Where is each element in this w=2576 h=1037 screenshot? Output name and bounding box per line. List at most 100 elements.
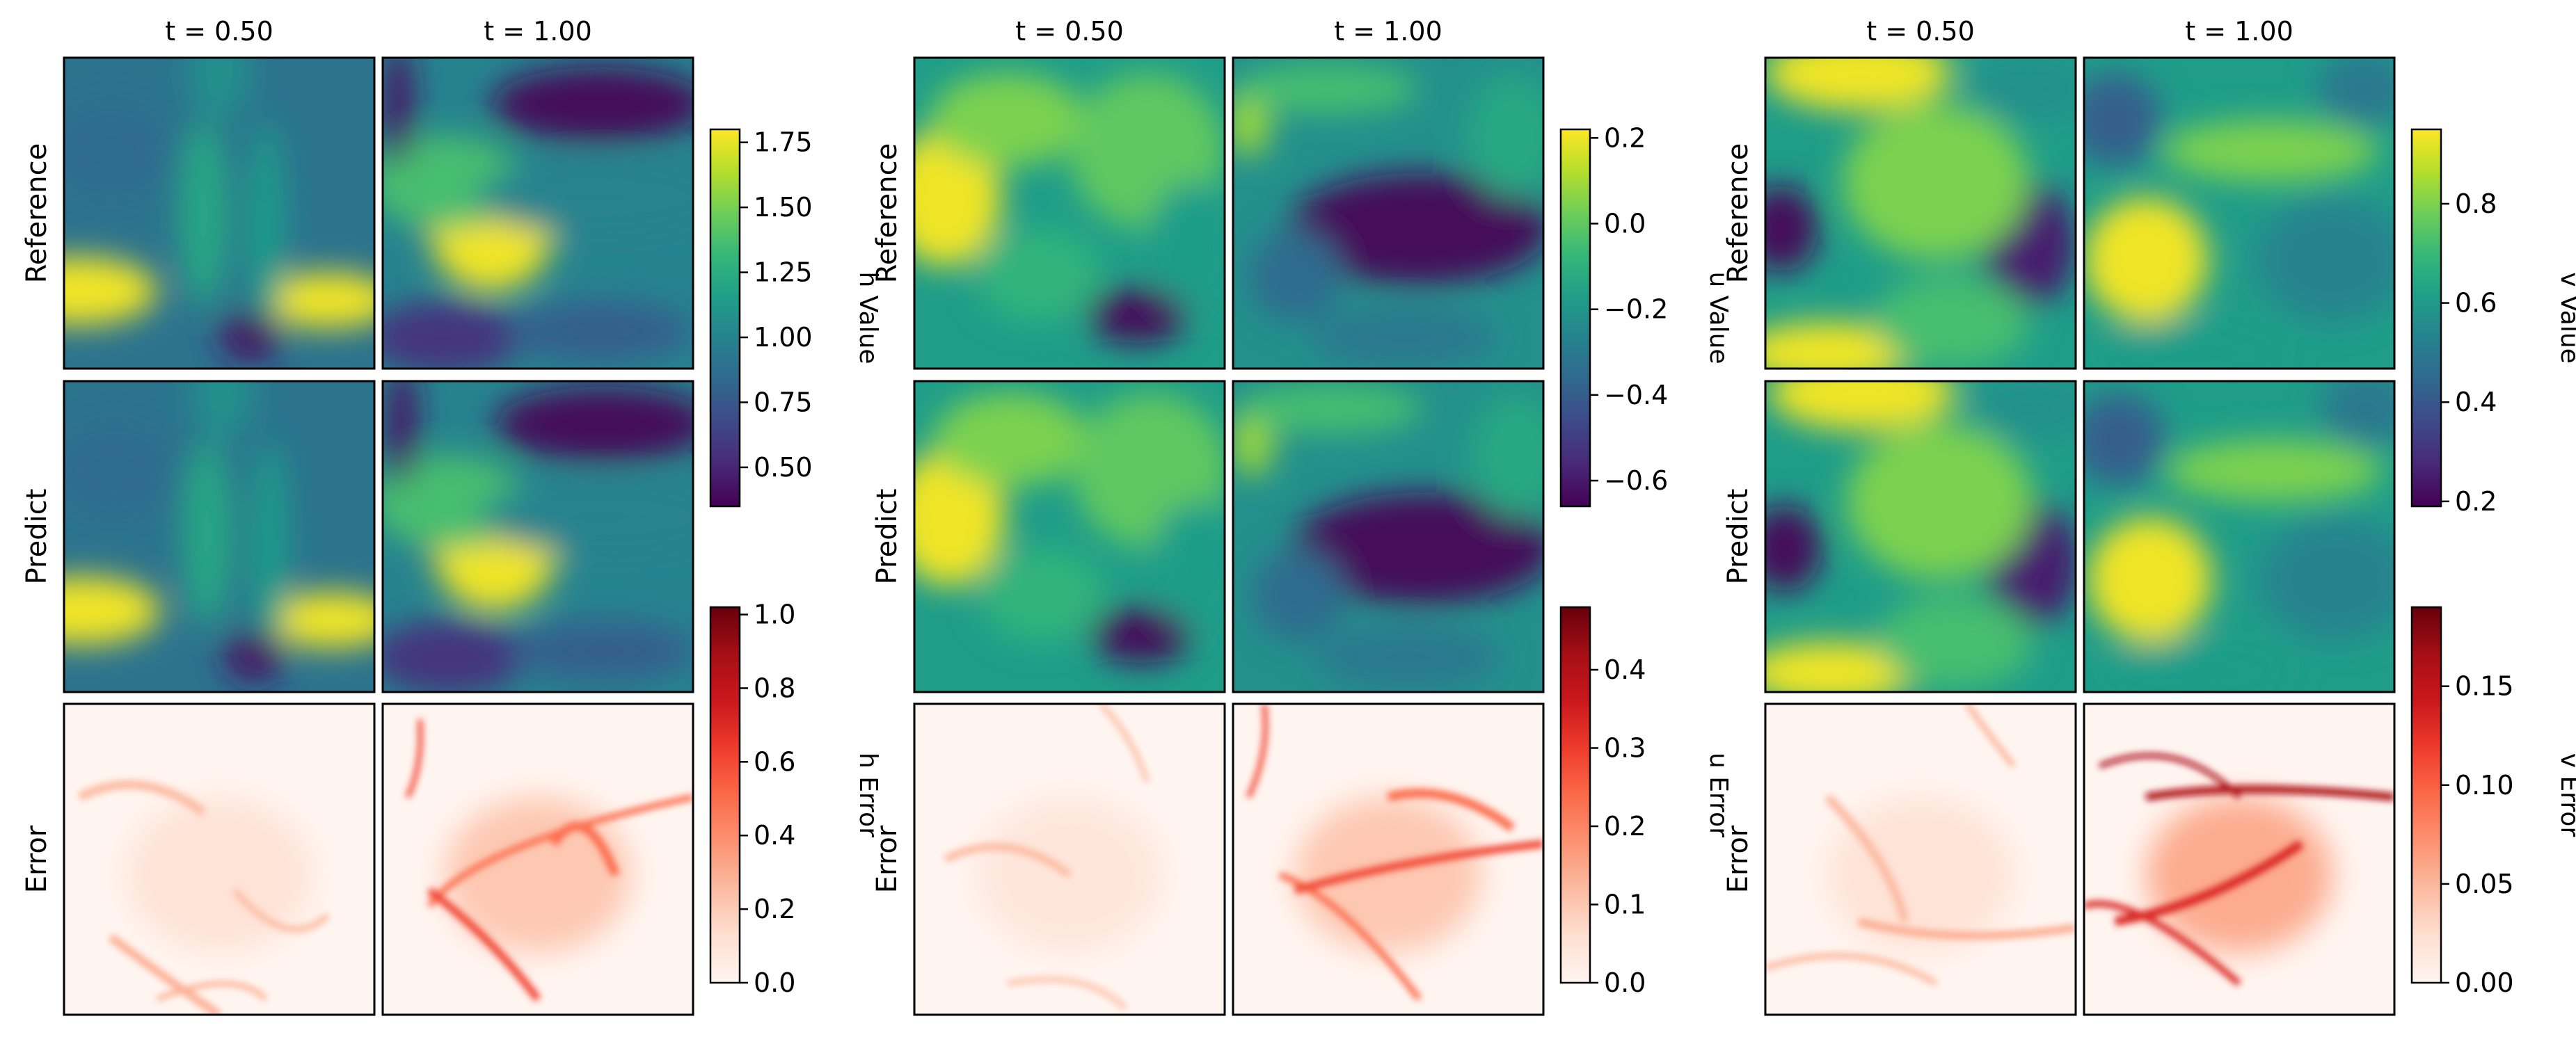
heatmap-region xyxy=(1248,228,1342,322)
heatmap-region xyxy=(64,104,173,198)
row-label: Reference xyxy=(21,143,53,283)
heatmap-region xyxy=(219,312,282,363)
error-streak xyxy=(77,780,207,817)
heatmap-region xyxy=(1252,548,1346,642)
colorbar-tick-label: 1.75 xyxy=(754,127,813,158)
panel-frame xyxy=(1232,702,1545,1016)
heatmap-region xyxy=(1827,797,2014,953)
heatmap-region xyxy=(1765,504,1822,593)
panel-frame xyxy=(2083,56,2396,370)
heatmap-region xyxy=(2316,58,2394,127)
colorbar-tick-label: 0.15 xyxy=(2455,671,2514,702)
heatmap-panel xyxy=(1765,58,2076,369)
heatmap-region xyxy=(2103,641,2290,692)
value-colorbar: −0.6 −0.4 −0.2 0.0 0.2 u Value xyxy=(1559,122,1733,508)
heatmap-panel xyxy=(2084,381,2394,692)
colorbar-tick-label: −0.6 xyxy=(1604,465,1668,496)
panel-frame xyxy=(1232,380,1545,693)
error-streak xyxy=(944,843,1072,878)
colorbar-tick-label: 0.1 xyxy=(1604,890,1646,920)
heatmap-region xyxy=(1765,58,1952,111)
heatmap-region xyxy=(2146,797,2332,953)
heatmap-region xyxy=(495,387,693,462)
panel-frame xyxy=(2083,702,2396,1016)
panel-frame xyxy=(63,380,376,693)
error-colorbar: 0.0 0.2 0.4 0.6 0.8 1.0 h Error xyxy=(709,600,882,998)
heatmap-region xyxy=(2084,198,2209,322)
error-streak xyxy=(1006,976,1128,1011)
heatmap-region xyxy=(1765,185,1818,273)
heatmap-region xyxy=(1150,501,1225,627)
colorbar-tick-label: 0.8 xyxy=(2455,188,2497,219)
heatmap-region xyxy=(2165,440,2383,502)
heatmap-region xyxy=(1465,73,1543,198)
heatmap-region xyxy=(64,424,177,517)
heatmap-region xyxy=(1147,182,1225,307)
heatmap-region xyxy=(507,300,693,363)
subplot-group-u: t = 0.50 t = 1.00 Reference Predict Error −0.… xyxy=(871,16,1733,1016)
heatmap-region xyxy=(2320,381,2394,446)
row-label: Reference xyxy=(1722,143,1754,283)
subplot-group-h: t = 0.50 t = 1.00 Reference Predict Error 0.5… xyxy=(21,16,882,1016)
heatmap-region xyxy=(1233,63,1420,114)
colorbar-tick-label: 0.75 xyxy=(754,387,813,417)
panel-frame xyxy=(1764,380,2077,693)
error-streak xyxy=(1857,917,2076,940)
colorbar-tick-label: 0.10 xyxy=(2455,770,2514,801)
heatmap-region xyxy=(1295,797,1481,953)
error-streak xyxy=(427,794,693,908)
error-streak xyxy=(2114,839,2304,926)
heatmap-region xyxy=(383,300,523,369)
column-title: t = 1.00 xyxy=(484,16,592,47)
panel-frame xyxy=(1232,56,1545,370)
colorbar-tick-label: 0.2 xyxy=(1604,811,1646,842)
colorbar-tick-label: 0.4 xyxy=(2455,387,2497,417)
error-streak xyxy=(156,981,268,1002)
panel-frame xyxy=(2083,380,2396,693)
heatmap-panel xyxy=(2084,704,2394,1015)
colorbar-scale xyxy=(1559,606,1591,984)
column-title: t = 1.00 xyxy=(1334,16,1442,47)
colorbar-tick-label: 0.6 xyxy=(2455,288,2497,319)
heatmap-panel xyxy=(914,381,1225,692)
heatmap-region xyxy=(2258,517,2394,642)
heatmap-region xyxy=(2084,73,2162,167)
heatmap-region xyxy=(126,797,312,953)
heatmap-region xyxy=(64,257,157,325)
row-label: Error xyxy=(1722,825,1754,893)
heatmap-region xyxy=(2084,393,2165,487)
heatmap-region xyxy=(1469,393,1543,517)
colorbar-scale xyxy=(2410,606,2442,984)
heatmap-region xyxy=(64,576,161,645)
colorbar-tick-label: 0.4 xyxy=(754,820,795,851)
row-label: Error xyxy=(871,825,903,893)
colorbar-scale xyxy=(1559,128,1591,508)
panel-frame xyxy=(381,702,694,1016)
row-label: Predict xyxy=(1722,489,1754,585)
heatmap-panel xyxy=(64,704,374,1015)
heatmap-region xyxy=(1966,58,2076,120)
heatmap-region xyxy=(179,120,229,307)
colorbar-scale xyxy=(2410,128,2442,508)
colorbar-tick-label: 0.2 xyxy=(2455,486,2497,517)
heatmap-region xyxy=(1843,104,2030,260)
heatmap-panel xyxy=(1765,381,2076,692)
error-streak xyxy=(1965,704,2016,768)
error-streak xyxy=(405,719,423,798)
heatmap-region xyxy=(1877,595,2033,689)
heatmap-panel xyxy=(383,58,693,369)
error-streak xyxy=(108,933,222,1015)
heatmap-panel xyxy=(64,58,374,369)
colorbar-label: h Error xyxy=(854,753,882,837)
colorbar-tick-label: 0.00 xyxy=(2455,967,2514,998)
heatmap-region xyxy=(445,797,631,953)
heatmap-panel xyxy=(1233,58,1543,369)
colorbar-tick-label: 0.05 xyxy=(2455,869,2514,899)
column-title: t = 0.50 xyxy=(165,16,273,47)
error-streak xyxy=(1387,789,1516,832)
error-streak xyxy=(2145,785,2394,801)
column-title: t = 0.50 xyxy=(1866,16,1975,47)
heatmap-region xyxy=(1765,641,1918,692)
error-colorbar: 0.0 0.1 0.2 0.3 0.4 u Error xyxy=(1559,606,1733,998)
heatmap-region xyxy=(2099,321,2286,369)
